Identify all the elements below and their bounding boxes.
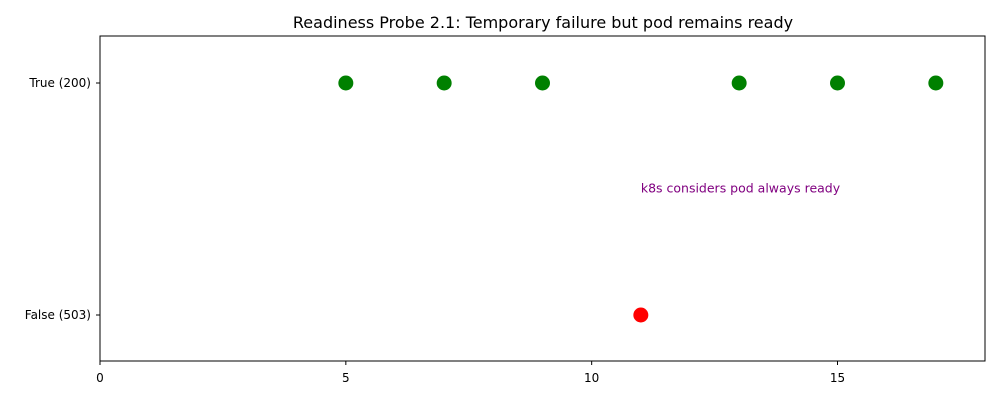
- data-point: [731, 75, 747, 91]
- y-tick-label: True (200): [28, 76, 91, 90]
- y-axis: False (503) True (200): [25, 76, 100, 322]
- chart-title: Readiness Probe 2.1: Temporary failure b…: [293, 13, 793, 32]
- data-points: [338, 75, 944, 323]
- x-tick-label: 10: [584, 371, 599, 385]
- data-point: [633, 307, 649, 323]
- x-tick-label: 15: [830, 371, 845, 385]
- data-point: [338, 75, 354, 91]
- data-point: [830, 75, 845, 91]
- data-point: [928, 75, 944, 91]
- y-tick-label: False (503): [25, 308, 91, 322]
- annotation-text: k8s considers pod always ready: [641, 180, 841, 195]
- plot-frame: [99, 35, 986, 362]
- data-point: [436, 75, 452, 91]
- plot-area: [99, 35, 986, 362]
- x-tick-label: 5: [342, 371, 350, 385]
- data-point: [535, 75, 550, 91]
- x-tick-label: 0: [96, 371, 104, 385]
- x-axis: 0 5 10 15: [96, 361, 845, 385]
